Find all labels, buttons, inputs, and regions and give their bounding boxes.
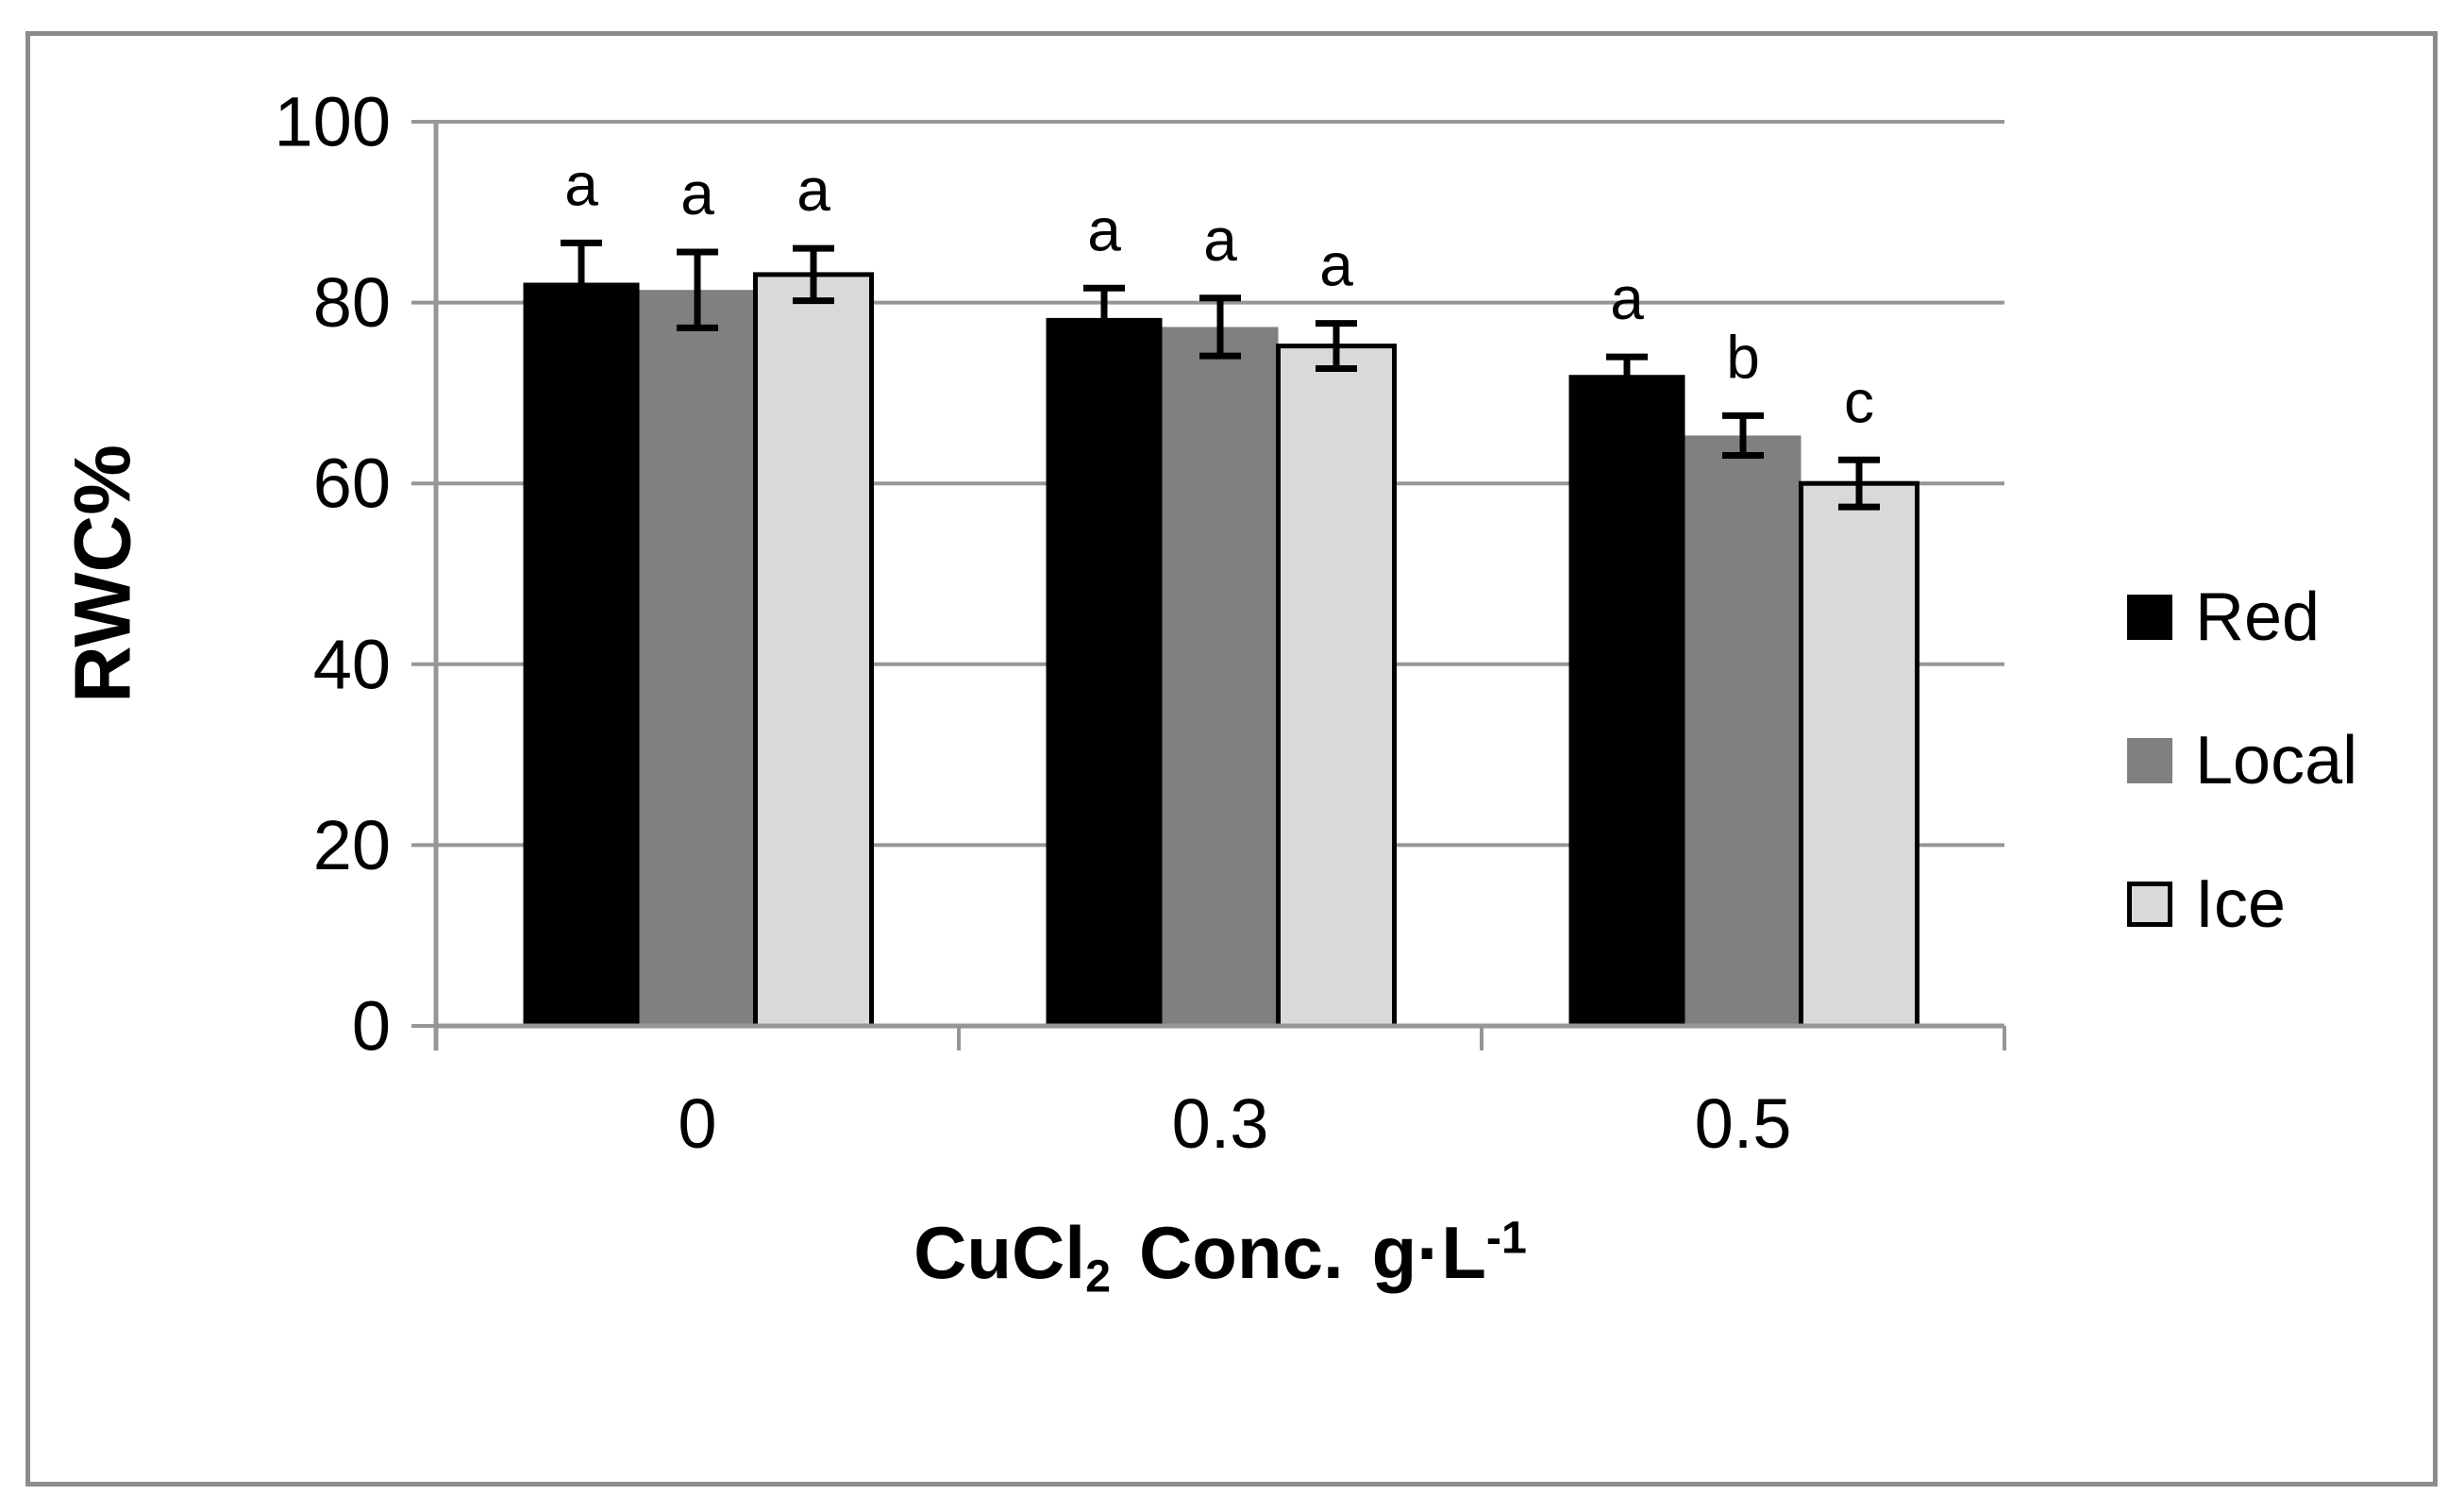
y-tick-label: 40 [313,625,391,703]
significance-letter-b: b [1726,323,1760,391]
bar-local-0.5 [1685,435,1802,1026]
x-title-unit-superscript: -1 [1485,1212,1527,1264]
x-tick-label: 0.5 [1695,1084,1792,1163]
legend-label-local: Local [2195,723,2358,798]
x-tick-label: 0.3 [1172,1084,1269,1163]
x-title-formula: CuCl [914,1211,1086,1294]
legend-swatch-ice-icon [2127,882,2172,927]
bar-red-0 [523,282,640,1026]
y-tick-label: 20 [313,806,391,884]
x-tick-label: 0 [678,1084,716,1163]
y-tick-label: 0 [352,987,391,1066]
significance-letter-a: a [1203,206,1237,274]
legend-item-ice: Ice [2127,866,2357,942]
legend-label-red: Red [2195,580,2321,655]
bar-local-0.3 [1162,327,1279,1026]
y-tick-label: 100 [275,83,391,161]
significance-letter-c: c [1844,367,1874,435]
bar-ice-0.5 [1799,480,1919,1029]
x-title-conc-text: Conc. [1138,1211,1344,1294]
legend-label-ice: Ice [2195,866,2287,942]
x-title-formula-subscript: 2 [1085,1251,1111,1302]
legend-item-red: Red [2127,580,2357,655]
y-tick-label: 60 [313,445,391,523]
significance-letter-a: a [796,156,830,224]
bar-local-0 [639,290,756,1026]
x-axis-title: CuCl2 Conc. g·L-1 [436,1210,2004,1303]
significance-letter-a: a [1610,264,1644,332]
significance-letter-a: a [1087,195,1121,263]
significance-letter-a: a [680,160,714,227]
bar-ice-0 [753,272,874,1029]
x-title-unit: g·L [1371,1211,1486,1294]
y-axis-title-text: RWC% [58,445,147,703]
significance-letter-a: a [564,150,598,218]
bar-red-0.5 [1568,375,1685,1026]
significance-letter-a: a [1319,231,1353,299]
bar-red-0.3 [1046,317,1163,1026]
legend-swatch-local-icon [2127,738,2172,783]
legend-swatch-red-icon [2127,595,2172,640]
legend-item-local: Local [2127,723,2358,798]
bar-ice-0.3 [1276,344,1397,1029]
legend: Red Local Ice [2127,580,2358,942]
y-tick-label: 80 [313,263,391,342]
